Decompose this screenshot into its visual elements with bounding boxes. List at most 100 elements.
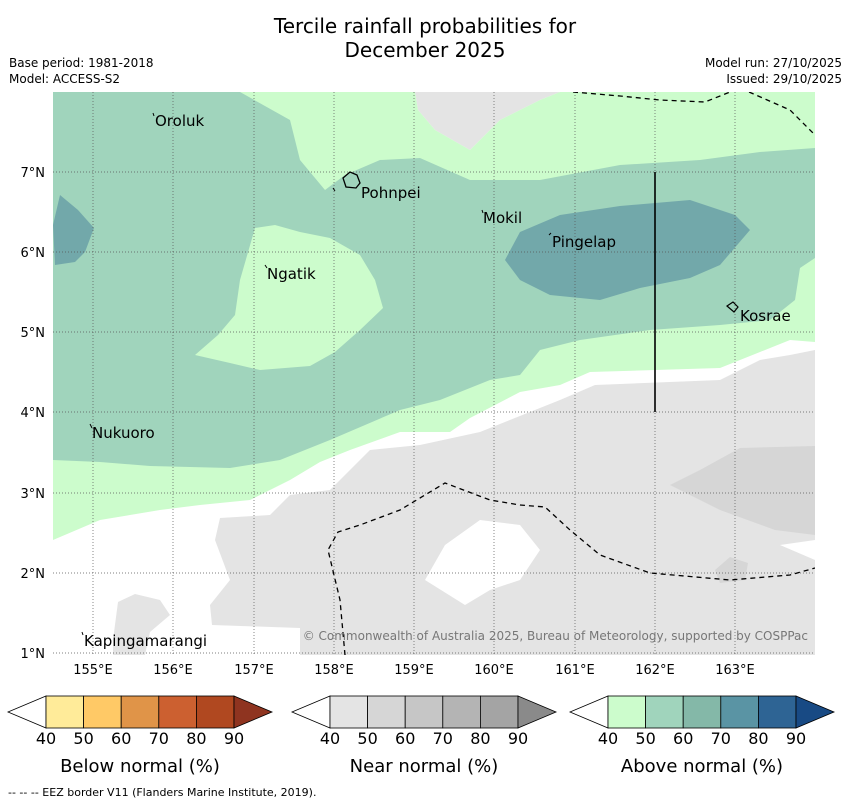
colorbar-segment (442, 695, 481, 729)
near-normal-50-area (670, 446, 815, 535)
kapingamarangi-island-icon (81, 631, 84, 636)
colorbar-tick-label: 50 (357, 729, 377, 748)
pingelap-island-icon (548, 232, 552, 236)
colorbar-max-triangle (795, 695, 836, 729)
lon-tick-label: 163°E (715, 663, 755, 678)
issued-date: Issued: 29/10/2025 (726, 72, 842, 86)
lat-tick-label: 5°N (21, 326, 46, 341)
colorbar-segment (83, 695, 122, 729)
above-normal-50-area (53, 92, 815, 468)
place-label-kapingamarangi: Kapingamarangi (84, 632, 207, 650)
colorbar-segment (329, 695, 368, 729)
colorbar-tick-label: 80 (186, 729, 206, 748)
copyright-notice: © Commonwealth of Australia 2025, Bureau… (303, 629, 808, 643)
nukuoro-island-icon (89, 423, 93, 429)
place-label-mokil: Mokil (483, 209, 522, 227)
colorbar-tick-label: 90 (224, 729, 244, 748)
meta-right: Model run: 27/10/2025 Issued: 29/10/2025 (705, 55, 842, 87)
lon-tick-label: 162°E (635, 663, 675, 678)
colorbar-segment (195, 695, 235, 729)
colorbar-segment (158, 695, 197, 729)
lon-tick-label: 160°E (474, 663, 514, 678)
lat-tick-label: 6°N (21, 246, 46, 261)
title-line-2: December 2025 (344, 38, 506, 62)
kosrae-island-icon (726, 301, 739, 313)
colorbar-1: 40 50 60 70 80 90 Near normal (%) (290, 695, 558, 777)
eez-footer-note: -- -- -- EEZ border V11 (Flanders Marine… (8, 786, 317, 799)
colorbar-segment (120, 695, 160, 729)
colorbar-tick-label: 50 (73, 729, 93, 748)
colorbar-max-triangle (233, 695, 274, 729)
ngatik-island-icon (264, 264, 268, 269)
colorbar-min-triangle (6, 695, 47, 729)
near-normal-40-area-sw (113, 594, 170, 655)
lon-tick-label: 161°E (555, 663, 595, 678)
pohnpei-island-icon (342, 171, 361, 189)
colorbar-segment (367, 695, 406, 729)
place-label-oroluk: Oroluk (155, 112, 204, 130)
oroluk-island-icon (152, 112, 155, 117)
above-normal-60-area-west (53, 195, 94, 265)
base-period: Base period: 1981-2018 (9, 56, 154, 70)
meta-left: Base period: 1981-2018 Model: ACCESS-S2 (9, 55, 154, 87)
probability-field (53, 92, 815, 655)
map-title: Tercile rainfall probabilities for Decem… (0, 14, 850, 62)
colorbar-tick-label: 90 (786, 729, 806, 748)
lon-tick-label: 155°E (73, 663, 113, 678)
colorbar-tick-label: 40 (598, 729, 618, 748)
colorbar-tick-label: 80 (748, 729, 768, 748)
colorbar-max-triangle (517, 695, 558, 729)
colorbar-min-triangle (290, 695, 331, 729)
lat-tick-label: 1°N (21, 647, 46, 662)
near-normal-50-area-small (715, 557, 748, 583)
lon-tick-label: 156°E (153, 663, 193, 678)
above-normal-60-area-pingelap (505, 200, 750, 300)
mokil-island-icon (481, 209, 484, 214)
near-normal-40-area (210, 350, 815, 655)
colorbar-title: Above normal (%) (621, 756, 783, 777)
islet-mark (332, 187, 336, 192)
colorbar-segment (758, 695, 797, 729)
no-signal-area (425, 520, 540, 605)
colorbar-segment (720, 695, 759, 729)
colorbar-segment (645, 695, 684, 729)
model-run: Model run: 27/10/2025 (704, 56, 842, 70)
colorbar-tick-label: 40 (36, 729, 56, 748)
colorbar-tick-label: 60 (111, 729, 131, 748)
place-label-nukuoro: Nukuoro (92, 424, 155, 442)
lat-tick-label: 7°N (21, 166, 46, 181)
place-label-ngatik: Ngatik (267, 265, 316, 283)
colorbar-tick-label: 40 (320, 729, 340, 748)
colorbar-segment (45, 695, 84, 729)
colorbar-title: Below normal (%) (60, 756, 220, 777)
colorbar-segment (607, 695, 646, 729)
eez-borders (327, 92, 815, 655)
colorbar-tick-label: 80 (470, 729, 490, 748)
colorbar-segment (404, 695, 444, 729)
place-label-pingelap: Pingelap (552, 233, 616, 251)
above-normal-40-area-ngatik (195, 225, 383, 370)
near-normal-40-area-north (415, 92, 560, 150)
colorbar-segment (682, 695, 722, 729)
lon-tick-label: 158°E (314, 663, 354, 678)
colorbar-tick-label: 70 (433, 729, 453, 748)
axis-ticks: 155°E 156°E 157°E 158°E 159°E 160°E 161°E 162°E… (21, 166, 755, 678)
place-label-kosrae: Kosrae (740, 307, 791, 325)
colorbar-tick-label: 70 (711, 729, 731, 748)
colorbar-tick-label: 50 (635, 729, 655, 748)
model-name: Model: ACCESS-S2 (9, 72, 121, 86)
lon-tick-label: 159°E (394, 663, 434, 678)
map-panel: Oroluk Pohnpei Mokil Pingelap Ngatik Kos… (21, 92, 815, 678)
lon-tick-label: 157°E (234, 663, 274, 678)
lat-tick-label: 4°N (21, 406, 46, 421)
colorbar-tick-label: 60 (673, 729, 693, 748)
no-signal-area-east (780, 540, 815, 560)
title-line-1: Tercile rainfall probabilities for (273, 14, 577, 38)
colorbar-min-triangle (568, 695, 609, 729)
place-label-pohnpei: Pohnpei (361, 184, 421, 202)
colorbar-tick-label: 70 (149, 729, 169, 748)
colorbar-tick-label: 60 (395, 729, 415, 748)
